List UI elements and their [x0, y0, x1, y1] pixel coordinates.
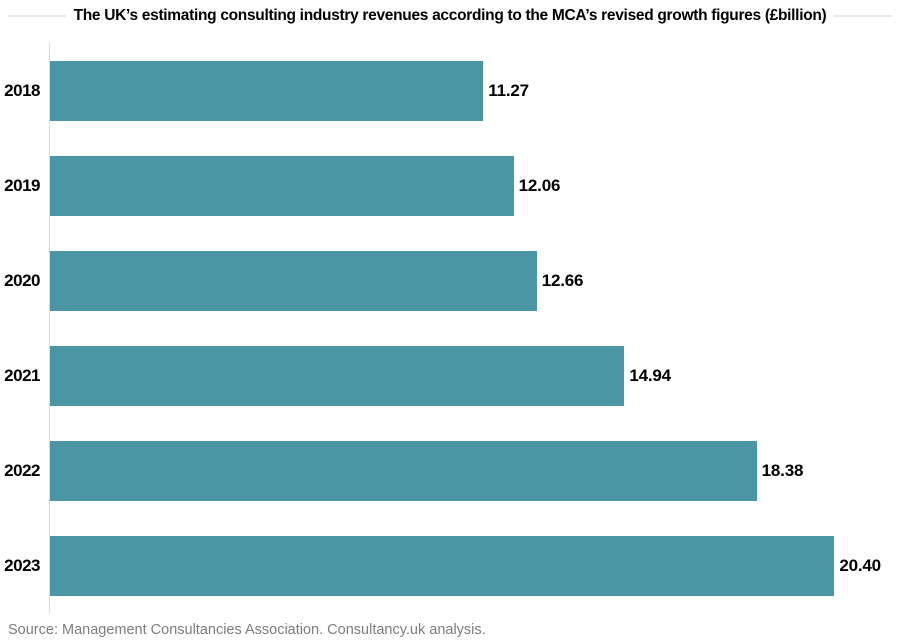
bar-area: 12.06 — [49, 138, 892, 233]
title-row: The UK’s estimating consulting industry … — [8, 5, 892, 27]
chart-title: The UK’s estimating consulting industry … — [73, 7, 827, 24]
bar-row: 2021 14.94 — [4, 328, 892, 423]
value-label: 20.40 — [839, 555, 881, 575]
bar-row: 2018 11.27 — [4, 43, 892, 138]
value-label: 14.94 — [629, 365, 671, 385]
year-label: 2021 — [4, 365, 40, 385]
bar-area: 18.38 — [49, 423, 892, 518]
revenue-bar — [50, 345, 625, 406]
value-label: 12.66 — [541, 270, 584, 290]
bar-area: 14.94 — [49, 328, 892, 423]
revenue-bar — [50, 440, 757, 501]
revenue-bar — [50, 155, 514, 216]
revenue-bar — [50, 60, 484, 121]
bar-row: 2022 18.38 — [4, 423, 892, 518]
bar-row: 2023 20.40 — [4, 518, 892, 613]
value-label: 12.06 — [518, 175, 561, 195]
bar-chart: 2018 11.27 2019 12.06 2020 12.66 2021 14.94 2022… — [4, 43, 892, 613]
year-label: 2018 — [4, 80, 40, 100]
value-label: 11.27 — [488, 80, 529, 100]
value-label: 18.38 — [761, 460, 804, 480]
revenue-bar — [50, 535, 835, 596]
year-label: 2020 — [4, 270, 40, 290]
title-dash-right — [834, 15, 892, 17]
year-label: 2022 — [4, 460, 40, 480]
bar-row: 2019 12.06 — [4, 138, 892, 233]
source-note: Source: Management Consultancies Associa… — [8, 622, 486, 638]
bar-row: 2020 12.66 — [4, 233, 892, 328]
year-label: 2019 — [4, 175, 40, 195]
bar-area: 20.40 — [49, 518, 892, 613]
revenue-bar — [50, 250, 537, 311]
bar-area: 11.27 — [49, 43, 892, 138]
title-dash-left — [8, 15, 66, 17]
year-label: 2023 — [4, 555, 40, 575]
bar-area: 12.66 — [49, 233, 892, 328]
